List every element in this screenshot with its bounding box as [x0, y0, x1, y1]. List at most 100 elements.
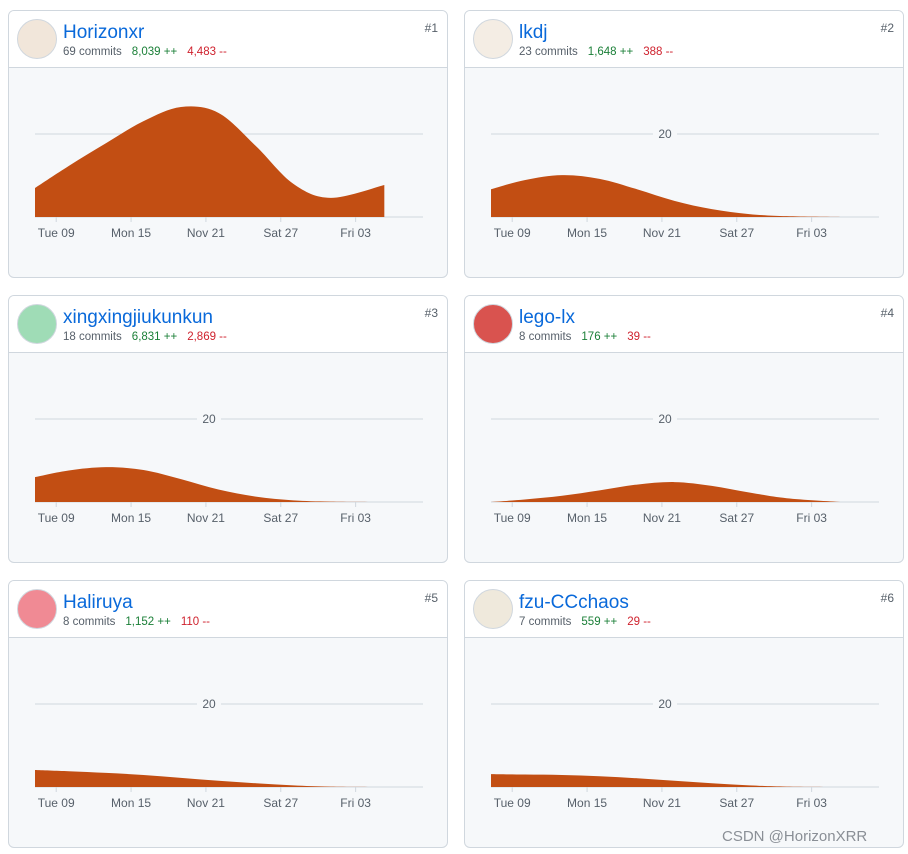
x-tick-label: Mon 15	[567, 796, 607, 810]
contributor-stats: 8 commits 1,152 ++ 110 --	[63, 616, 220, 628]
x-tick-label: Nov 21	[187, 511, 225, 525]
y-tick-label: 20	[202, 412, 216, 426]
y-tick-label: 20	[202, 697, 216, 711]
contribution-area	[491, 175, 841, 217]
contributor-card: lego-lx 8 commits 176 ++ 39 -- #4 20 Tue 09 Mon…	[464, 295, 904, 563]
grid-label-bg	[197, 697, 221, 711]
additions: 8,039 ++	[131, 46, 178, 58]
card-header: fzu-CCchaos 7 commits 559 ++ 29 -- #6	[465, 581, 903, 638]
card-header: lego-lx 8 commits 176 ++ 39 -- #4	[465, 296, 903, 353]
contributor-card: fzu-CCchaos 7 commits 559 ++ 29 -- #6 20 Tue 0…	[464, 580, 904, 848]
x-tick-label: Tue 09	[494, 796, 531, 810]
x-tick-label: Nov 21	[187, 796, 225, 810]
deletions: 4,483 --	[187, 46, 227, 58]
commit-count[interactable]: 7 commits	[519, 616, 572, 628]
x-tick-label: Fri 03	[340, 226, 371, 240]
x-tick-label: Fri 03	[796, 796, 827, 810]
x-tick-label: Tue 09	[38, 226, 75, 240]
x-tick-label: Sat 27	[263, 226, 298, 240]
grid-label-bg	[653, 412, 677, 426]
card-header: Haliruya 8 commits 1,152 ++ 110 -- #5	[9, 581, 447, 638]
avatar[interactable]	[473, 304, 513, 344]
x-tick-label: Mon 15	[111, 511, 151, 525]
card-header: Horizonxr 69 commits 8,039 ++ 4,483 -- #1	[9, 11, 447, 68]
contributor-stats: 23 commits 1,648 ++ 388 --	[519, 46, 683, 58]
x-tick-label: Sat 27	[263, 796, 298, 810]
contributor-stats: 7 commits 559 ++ 29 --	[519, 616, 661, 628]
commit-count[interactable]: 18 commits	[63, 331, 122, 343]
contributor-name[interactable]: Horizonxr	[63, 22, 145, 43]
rank: #5	[424, 591, 438, 605]
contribution-area	[35, 106, 385, 217]
x-tick-label: Nov 21	[187, 226, 225, 240]
contributions-chart: 20 Tue 09 Mon 15 Nov 21 Sat 27 Fri 03	[35, 412, 423, 525]
avatar[interactable]	[17, 304, 57, 344]
x-tick-label: Fri 03	[796, 226, 827, 240]
x-tick-label: Nov 21	[643, 226, 681, 240]
grid-label-bg	[197, 412, 221, 426]
grid-label-bg	[653, 127, 677, 141]
contributor-stats: 69 commits 8,039 ++ 4,483 --	[63, 46, 237, 58]
x-tick-label: Sat 27	[263, 511, 298, 525]
grid-label-bg	[653, 697, 677, 711]
contributor-stats: 8 commits 176 ++ 39 --	[519, 331, 661, 343]
deletions: 29 --	[627, 616, 651, 628]
avatar[interactable]	[473, 589, 513, 629]
additions: 559 ++	[581, 616, 618, 628]
avatar[interactable]	[473, 19, 513, 59]
y-tick-label: 20	[658, 697, 672, 711]
card-header: lkdj 23 commits 1,648 ++ 388 -- #2	[465, 11, 903, 68]
contributor-card: lkdj 23 commits 1,648 ++ 388 -- #2 20 Tue 09 Mo…	[464, 10, 904, 278]
x-tick-label: Mon 15	[567, 226, 607, 240]
y-tick-label: 20	[658, 412, 672, 426]
additions: 6,831 ++	[131, 331, 178, 343]
contributor-name[interactable]: Haliruya	[63, 592, 133, 613]
contributor-name[interactable]: lkdj	[519, 22, 548, 43]
rank: #6	[880, 591, 894, 605]
contributor-name[interactable]: lego-lx	[519, 307, 575, 328]
contributor-name[interactable]: fzu-CCchaos	[519, 592, 629, 613]
rank: #4	[880, 306, 894, 320]
x-tick-label: Tue 09	[494, 511, 531, 525]
commit-count[interactable]: 8 commits	[63, 616, 116, 628]
avatar[interactable]	[17, 589, 57, 629]
x-tick-label: Fri 03	[340, 511, 371, 525]
additions: 176 ++	[581, 331, 618, 343]
deletions: 39 --	[627, 331, 651, 343]
x-tick-label: Sat 27	[719, 511, 754, 525]
contribution-area	[491, 774, 841, 787]
commit-count[interactable]: 8 commits	[519, 331, 572, 343]
deletions: 2,869 --	[187, 331, 227, 343]
rank: #2	[880, 21, 894, 35]
contributor-name[interactable]: xingxingjiukunkun	[63, 307, 213, 328]
x-tick-label: Tue 09	[494, 226, 531, 240]
x-tick-label: Sat 27	[719, 796, 754, 810]
x-tick-label: Tue 09	[38, 511, 75, 525]
contributor-stats: 18 commits 6,831 ++ 2,869 --	[63, 331, 237, 343]
contributor-card: Haliruya 8 commits 1,152 ++ 110 -- #5 20 Tue 0…	[8, 580, 448, 848]
x-tick-label: Nov 21	[643, 511, 681, 525]
contributor-card: xingxingjiukunkun 18 commits 6,831 ++ 2,869…	[8, 295, 448, 563]
x-tick-label: Mon 15	[111, 796, 151, 810]
x-tick-label: Mon 15	[111, 226, 151, 240]
contribution-area	[35, 467, 385, 502]
additions: 1,152 ++	[125, 616, 171, 628]
additions: 1,648 ++	[587, 46, 634, 58]
watermark: CSDN @HorizonXRR	[722, 828, 868, 845]
rank: #1	[424, 21, 438, 35]
rank: #3	[424, 306, 438, 320]
avatar[interactable]	[17, 19, 57, 59]
x-tick-label: Fri 03	[340, 796, 371, 810]
contribution-area	[491, 482, 841, 502]
commit-count[interactable]: 69 commits	[63, 46, 122, 58]
x-tick-label: Fri 03	[796, 511, 827, 525]
deletions: 110 --	[180, 616, 211, 628]
commit-count[interactable]: 23 commits	[519, 46, 578, 58]
